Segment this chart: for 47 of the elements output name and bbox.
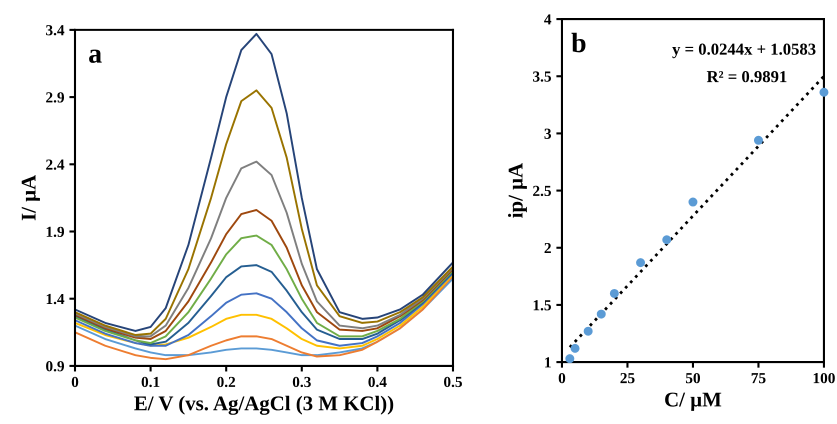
x-tick-label: 50 bbox=[686, 372, 700, 384]
x-tick-label: 0.4 bbox=[368, 376, 387, 388]
point bbox=[570, 344, 580, 353]
x-tick-label: 0.3 bbox=[292, 376, 311, 388]
y-axis-title: I/ µA bbox=[22, 174, 40, 220]
line-series bbox=[74, 89, 453, 336]
y-tick-label: 1.4 bbox=[46, 294, 64, 304]
point bbox=[584, 326, 593, 336]
x-axis-title: E/ V (vs. Ag/AgCl (3 M KCl)) bbox=[134, 396, 394, 415]
x-tick-label: 0.5 bbox=[444, 376, 462, 388]
point bbox=[819, 88, 828, 97]
y-tick-label: 3 bbox=[544, 128, 552, 139]
y-tick-label: 0.9 bbox=[46, 361, 64, 372]
x-axis-title: C/ µM bbox=[665, 392, 722, 411]
line-series bbox=[74, 32, 453, 332]
point bbox=[662, 235, 672, 244]
point bbox=[688, 198, 698, 207]
y-tick-label: 3.4 bbox=[46, 25, 64, 36]
point bbox=[754, 136, 763, 145]
x-tick-label: 75 bbox=[752, 373, 766, 384]
y-tick-label: 2.9 bbox=[46, 92, 64, 103]
line-series bbox=[74, 160, 453, 338]
x-tick-label: 100 bbox=[814, 372, 835, 384]
point bbox=[636, 258, 646, 268]
y-tick-label: 1 bbox=[545, 357, 551, 368]
annotation: b bbox=[571, 32, 586, 52]
y-axis-title: ip/ µA bbox=[508, 163, 527, 218]
line-series bbox=[74, 234, 453, 344]
x-tick-label: 0 bbox=[558, 372, 566, 384]
annotation: R² = 0.9891 bbox=[706, 71, 786, 82]
y-tick-label: 2.5 bbox=[533, 186, 551, 196]
y-tick-label: 1.5 bbox=[534, 300, 551, 310]
point bbox=[610, 288, 619, 298]
line-series bbox=[74, 209, 453, 340]
y-tick-label: 4 bbox=[544, 14, 552, 24]
point bbox=[565, 354, 574, 364]
x-tick-label: 0.1 bbox=[142, 376, 160, 388]
y-tick-label: 3.5 bbox=[533, 71, 551, 82]
y-tick-label: 1.9 bbox=[46, 226, 64, 238]
point bbox=[596, 310, 606, 319]
annotation: a bbox=[89, 50, 102, 63]
annotation: y = 0.0244x + 1.0583 bbox=[672, 44, 816, 58]
y-tick-label: 2.4 bbox=[46, 159, 64, 170]
x-tick-label: 0 bbox=[72, 376, 78, 388]
x-tick-label: 25 bbox=[620, 372, 635, 384]
y-tick-label: 2 bbox=[544, 242, 551, 254]
x-tick-label: 0.2 bbox=[217, 376, 236, 388]
